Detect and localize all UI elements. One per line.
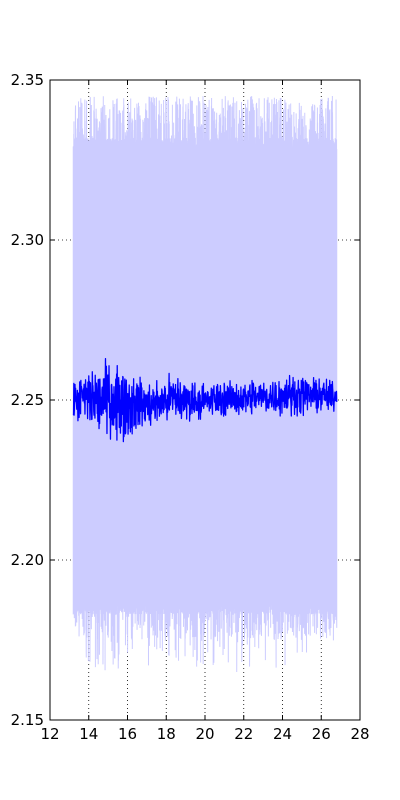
y-tick-labels: 2.15 2.20 2.25 2.30 2.35: [11, 71, 44, 729]
y-tick-label: 2.20: [11, 551, 44, 569]
mean-series-line: [72, 358, 338, 443]
x-tick-label: 18: [157, 725, 176, 743]
x-tick-label: 20: [195, 725, 214, 743]
x-tick-label: 16: [118, 725, 137, 743]
x-tick-label: 26: [312, 725, 331, 743]
x-tick-label: 28: [350, 725, 369, 743]
x-tick-label: 22: [234, 725, 253, 743]
y-tick-label: 2.30: [11, 231, 44, 249]
y-tick-label: 2.25: [11, 391, 44, 409]
x-tick-label: 12: [40, 725, 59, 743]
band-series: [72, 96, 338, 672]
x-tick-label: 24: [273, 725, 292, 743]
x-tick-label: 14: [79, 725, 98, 743]
x-tick-labels: 12 14 16 18 20 22 24 26 28: [40, 725, 369, 743]
tick-layer: [49, 79, 361, 721]
y-tick-label: 2.15: [11, 711, 44, 729]
line-layer: [72, 358, 338, 443]
band-layer: [72, 96, 338, 672]
y-tick-label: 2.35: [11, 71, 44, 89]
